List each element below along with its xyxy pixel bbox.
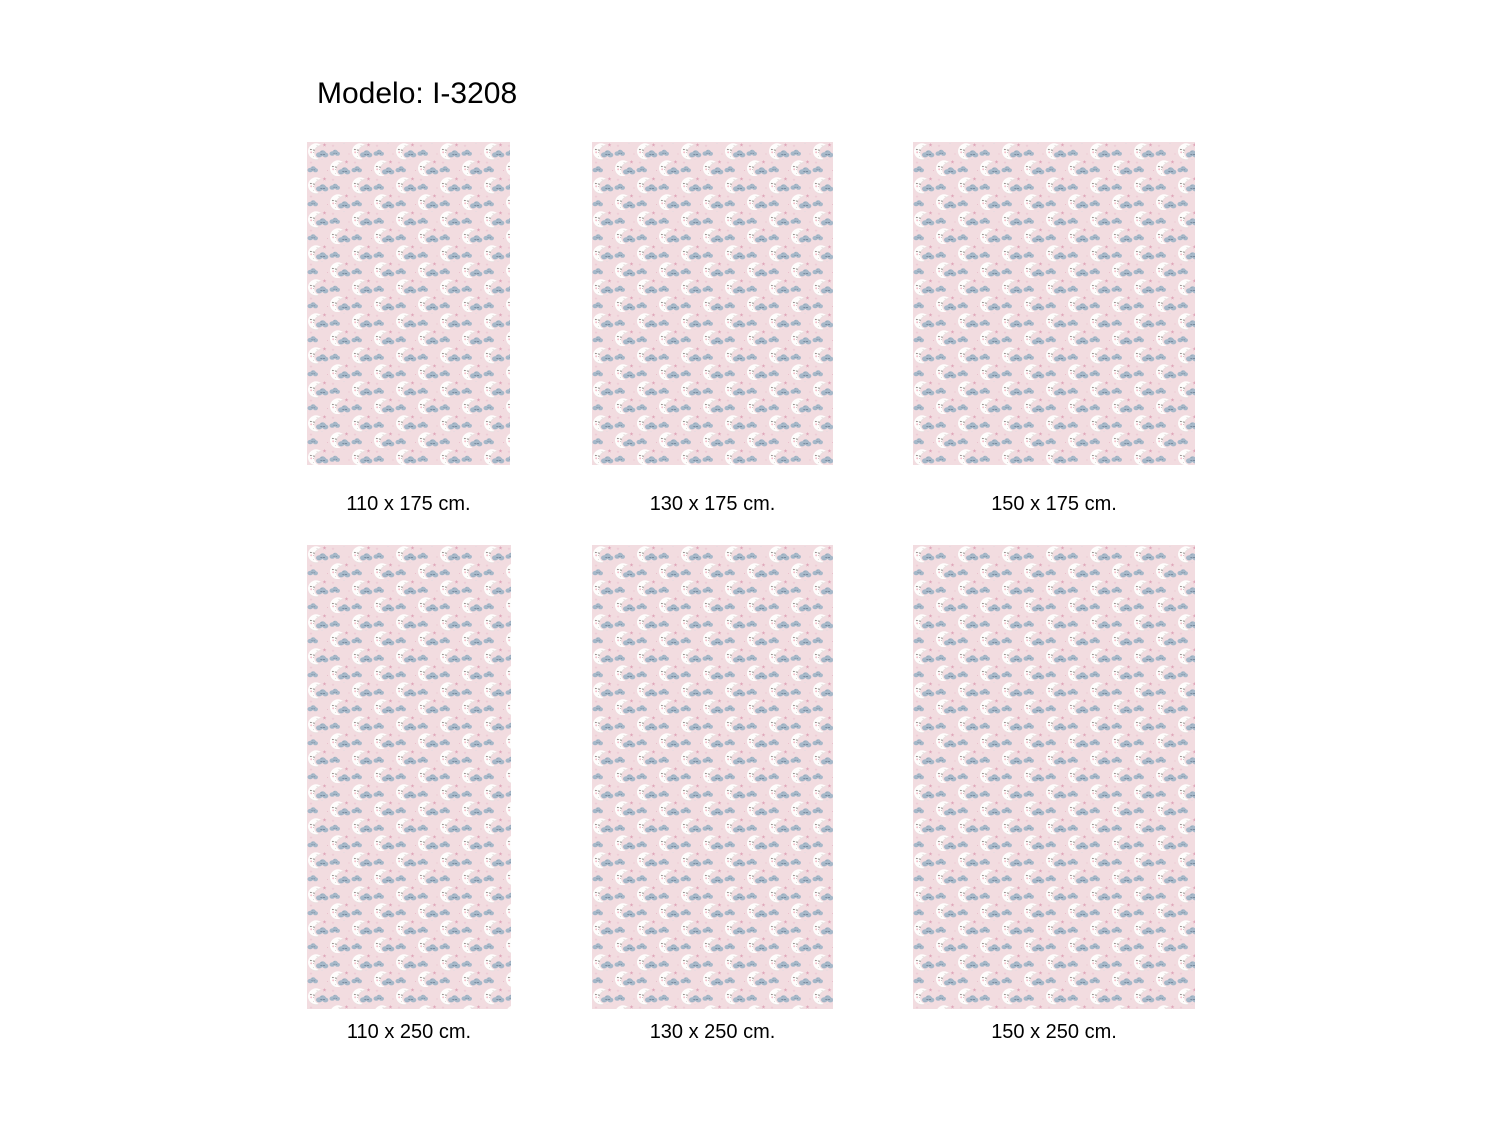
fabric-swatch-150x175 — [913, 142, 1195, 465]
model-title: Modelo: I-3208 — [317, 77, 518, 110]
fabric-swatch-130x250 — [592, 545, 833, 1009]
fabric-pattern-image — [913, 545, 1195, 1009]
size-label-110x175: 110 x 175 cm. — [346, 493, 471, 515]
fabric-pattern-image — [913, 142, 1195, 465]
fabric-pattern-image — [592, 142, 833, 465]
size-label-130x250: 130 x 250 cm. — [649, 1021, 776, 1043]
size-label-150x250: 150 x 250 cm. — [991, 1021, 1117, 1043]
fabric-swatch-110x250 — [307, 545, 511, 1009]
size-label-130x175: 130 x 175 cm. — [649, 493, 776, 515]
size-label-150x175: 150 x 175 cm. — [991, 493, 1117, 515]
fabric-pattern-image — [307, 142, 510, 465]
fabric-pattern-image — [307, 545, 511, 1009]
fabric-swatch-150x250 — [913, 545, 1195, 1009]
size-label-110x250: 110 x 250 cm. — [346, 1021, 472, 1043]
fabric-swatch-130x175 — [592, 142, 833, 465]
fabric-swatch-110x175 — [307, 142, 510, 465]
fabric-pattern-image — [592, 545, 833, 1009]
